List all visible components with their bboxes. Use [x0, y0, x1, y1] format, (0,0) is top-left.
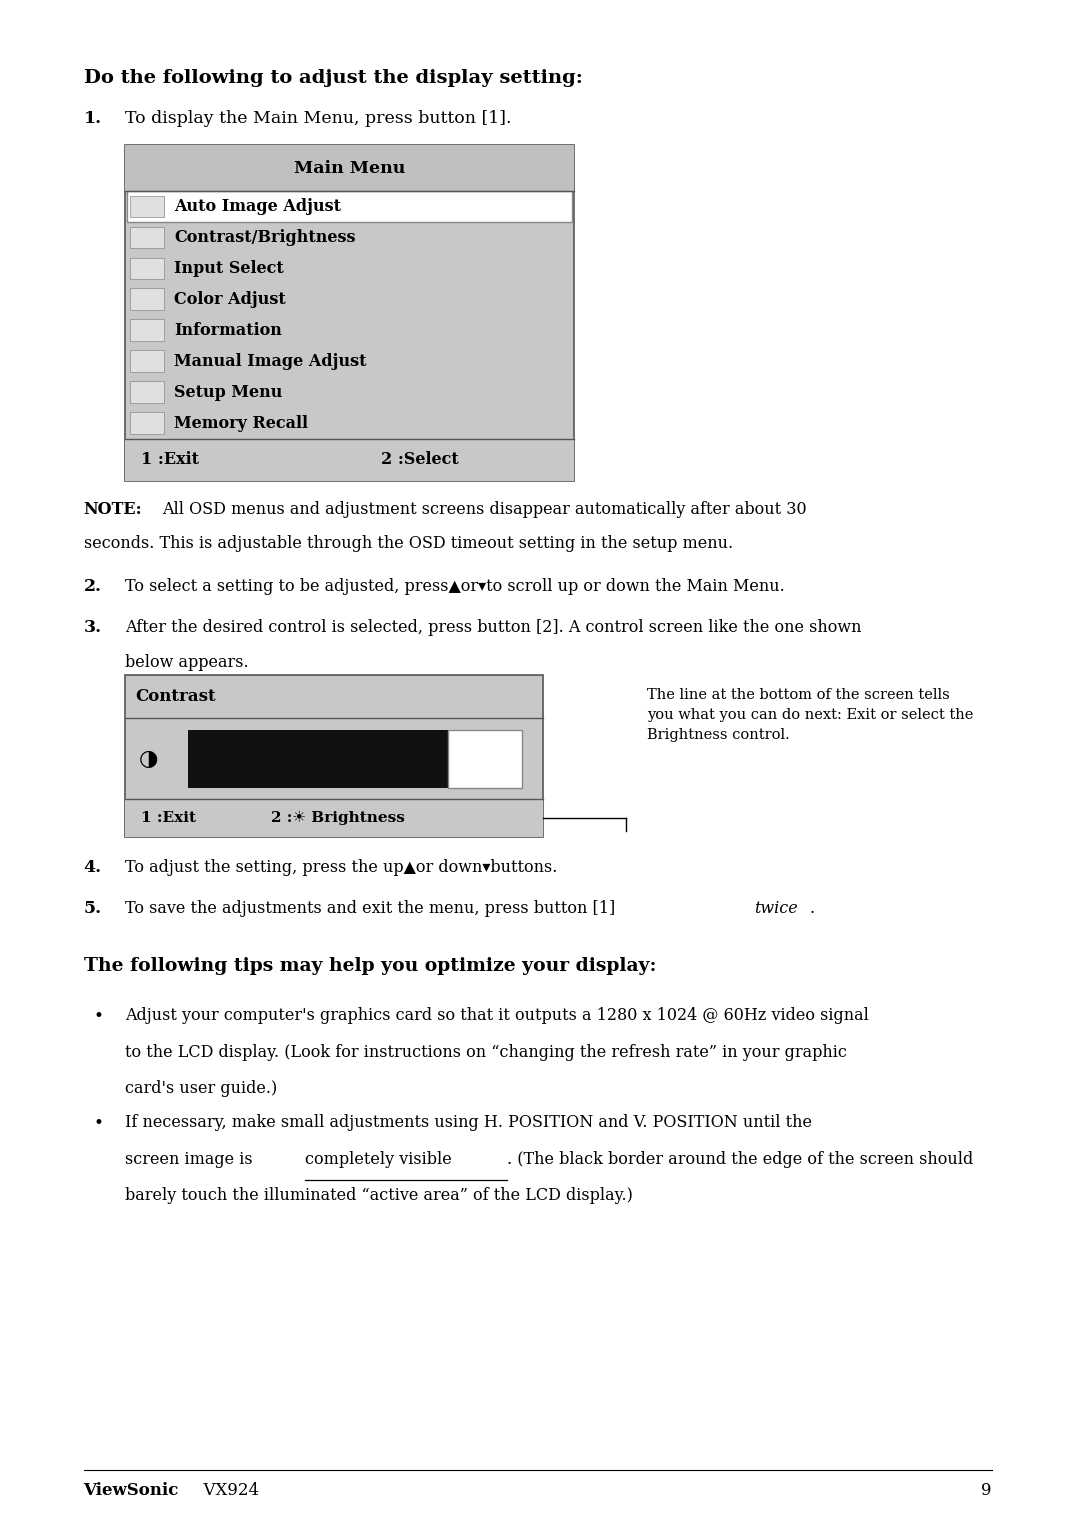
Text: 2 :Select: 2 :Select — [381, 451, 459, 469]
Text: seconds. This is adjustable through the OSD timeout setting in the setup menu.: seconds. This is adjustable through the … — [83, 535, 732, 552]
Text: 9: 9 — [982, 1482, 991, 1499]
Text: To select a setting to be adjusted, press▲or▾to scroll up or down the Main Menu.: To select a setting to be adjusted, pres… — [125, 578, 785, 594]
Text: barely touch the illuminated “active area” of the LCD display.): barely touch the illuminated “active are… — [125, 1187, 633, 1204]
FancyBboxPatch shape — [125, 799, 543, 837]
FancyBboxPatch shape — [131, 258, 164, 280]
Text: Do the following to adjust the display setting:: Do the following to adjust the display s… — [83, 69, 582, 87]
FancyBboxPatch shape — [127, 191, 572, 222]
Text: Information: Information — [174, 322, 282, 339]
Text: screen image is: screen image is — [125, 1151, 258, 1167]
Text: .: . — [809, 900, 814, 917]
FancyBboxPatch shape — [188, 729, 448, 788]
Text: The line at the bottom of the screen tells
you what you can do next: Exit or sel: The line at the bottom of the screen tel… — [647, 688, 974, 741]
Text: To display the Main Menu, press button [1].: To display the Main Menu, press button [… — [125, 110, 512, 127]
Text: to the LCD display. (Look for instructions on “changing the refresh rate” in you: to the LCD display. (Look for instructio… — [125, 1044, 847, 1060]
Text: Contrast/Brightness: Contrast/Brightness — [174, 229, 355, 246]
FancyBboxPatch shape — [131, 319, 164, 341]
Text: Input Select: Input Select — [174, 260, 284, 277]
Text: . (The black border around the edge of the screen should: . (The black border around the edge of t… — [508, 1151, 973, 1167]
Text: Setup Menu: Setup Menu — [174, 384, 283, 400]
Text: Contrast: Contrast — [136, 688, 216, 706]
Text: Memory Recall: Memory Recall — [174, 414, 309, 431]
Text: Auto Image Adjust: Auto Image Adjust — [174, 199, 341, 215]
FancyBboxPatch shape — [131, 289, 164, 310]
FancyBboxPatch shape — [125, 145, 575, 191]
Text: The following tips may help you optimize your display:: The following tips may help you optimize… — [83, 957, 656, 975]
FancyBboxPatch shape — [448, 729, 522, 788]
Text: VX924: VX924 — [193, 1482, 259, 1499]
Text: Color Adjust: Color Adjust — [174, 290, 286, 307]
Text: twice: twice — [754, 900, 797, 917]
Text: 1.: 1. — [83, 110, 102, 127]
Text: below appears.: below appears. — [125, 654, 248, 671]
FancyBboxPatch shape — [125, 439, 575, 481]
Text: 3.: 3. — [83, 619, 102, 636]
Text: To adjust the setting, press the up▲or down▾buttons.: To adjust the setting, press the up▲or d… — [125, 859, 557, 876]
FancyBboxPatch shape — [131, 196, 164, 217]
Text: 5.: 5. — [83, 900, 102, 917]
FancyBboxPatch shape — [131, 413, 164, 434]
Text: completely visible: completely visible — [305, 1151, 451, 1167]
FancyBboxPatch shape — [125, 145, 575, 481]
Text: Adjust your computer's graphics card so that it outputs a 1280 x 1024 @ 60Hz vid: Adjust your computer's graphics card so … — [125, 1007, 869, 1024]
Text: ViewSonic: ViewSonic — [83, 1482, 179, 1499]
Text: 1 :Exit: 1 :Exit — [140, 811, 195, 825]
Text: After the desired control is selected, press button [2]. A control screen like t: After the desired control is selected, p… — [125, 619, 862, 636]
Text: Main Menu: Main Menu — [294, 159, 405, 177]
Text: •: • — [94, 1007, 104, 1025]
FancyBboxPatch shape — [125, 675, 543, 837]
Text: 1 :Exit: 1 :Exit — [140, 451, 199, 469]
Text: 2 :☀ Brightness: 2 :☀ Brightness — [271, 811, 405, 825]
Text: •: • — [94, 1114, 104, 1132]
FancyBboxPatch shape — [131, 382, 164, 403]
Text: NOTE:: NOTE: — [83, 501, 143, 518]
Text: card's user guide.): card's user guide.) — [125, 1080, 278, 1097]
Text: ◑: ◑ — [138, 749, 158, 769]
Text: All OSD menus and adjustment screens disappear automatically after about 30: All OSD menus and adjustment screens dis… — [162, 501, 807, 518]
Text: 2.: 2. — [83, 578, 102, 594]
Text: 4.: 4. — [83, 859, 102, 876]
Text: To save the adjustments and exit the menu, press button [1]: To save the adjustments and exit the men… — [125, 900, 621, 917]
FancyBboxPatch shape — [131, 350, 164, 371]
FancyBboxPatch shape — [131, 226, 164, 248]
Text: If necessary, make small adjustments using H. POSITION and V. POSITION until the: If necessary, make small adjustments usi… — [125, 1114, 812, 1131]
Text: Manual Image Adjust: Manual Image Adjust — [174, 353, 367, 370]
